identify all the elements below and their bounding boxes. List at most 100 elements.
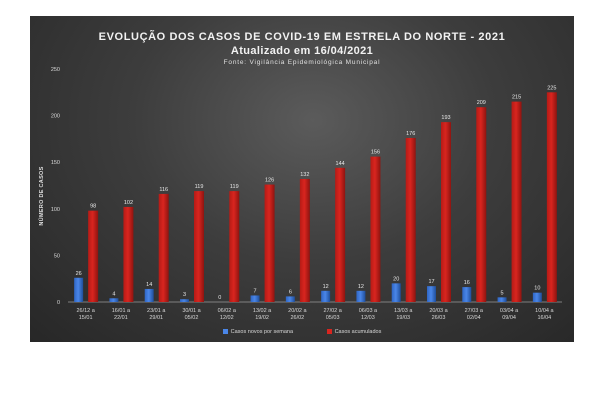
data-label-accumulated: 209 — [477, 100, 486, 106]
x-tick-label: 09/04 — [502, 315, 516, 321]
chart-source: Fonte: Vigilância Epidemiológica Municip… — [223, 59, 381, 66]
bar-accumulated — [264, 184, 275, 302]
bar-new-cases — [497, 297, 507, 302]
data-label-new-cases: 5 — [501, 290, 504, 296]
x-tick-label: 13/03 a — [394, 308, 413, 314]
bar-accumulated — [229, 191, 240, 302]
bar-new-cases — [391, 283, 401, 302]
x-tick-label: 16/04 — [537, 315, 551, 321]
bar-new-cases — [144, 288, 154, 302]
bar-new-cases — [250, 295, 260, 302]
data-label-new-cases: 26 — [76, 271, 82, 277]
x-tick-label: 10/04 a — [535, 308, 554, 314]
x-tick-label: 26/02 — [290, 315, 304, 321]
bar-accumulated — [88, 210, 99, 302]
y-tick-label: 50 — [54, 253, 60, 259]
data-label-new-cases: 0 — [218, 295, 221, 301]
bar-accumulated — [370, 156, 381, 302]
x-tick-label: 20/02 a — [288, 308, 307, 314]
bar-accumulated — [405, 137, 416, 302]
x-tick-label: 26/12 a — [76, 308, 95, 314]
data-label-accumulated: 132 — [300, 172, 309, 178]
data-label-accumulated: 126 — [265, 178, 274, 184]
data-label-accumulated: 176 — [406, 131, 415, 137]
x-tick-label: 23/01 a — [147, 308, 166, 314]
data-label-new-cases: 17 — [428, 279, 434, 285]
data-label-new-cases: 20 — [393, 276, 399, 282]
x-tick-label: 27/02 a — [323, 308, 342, 314]
x-tick-label: 29/01 — [149, 315, 163, 321]
bar-new-cases — [180, 299, 189, 302]
x-tick-label: 16/01 a — [112, 308, 131, 314]
bar-new-cases — [356, 290, 366, 302]
data-label-new-cases: 16 — [464, 280, 470, 286]
chart-panel: 0 50 100 150 200 250 26 98 26/12 a 15/01 4 102 16/01… — [30, 16, 574, 342]
x-tick-label: 26/03 — [432, 315, 446, 321]
x-tick-label: 22/01 — [114, 315, 128, 321]
y-axis-label: NÚMERO DE CASOS — [39, 166, 45, 226]
x-tick-label: 27/03 a — [465, 308, 484, 314]
y-tick-label: 100 — [51, 207, 60, 213]
data-label-accumulated: 215 — [512, 95, 521, 101]
bar-accumulated — [299, 178, 310, 302]
chart-subtitle: Atualizado em 16/04/2021 — [230, 45, 374, 57]
legend-swatch-accumulated — [326, 329, 332, 335]
x-tick-label: 13/02 a — [253, 308, 272, 314]
x-tick-label: 06/03 a — [359, 308, 378, 314]
data-label-accumulated: 119 — [195, 184, 204, 190]
x-tick-label: 05/03 — [326, 315, 340, 321]
x-tick-label: 19/03 — [396, 315, 410, 321]
x-tick-label: 19/02 — [255, 315, 269, 321]
bar-new-cases — [321, 290, 331, 302]
x-tick-label: 20/03 a — [429, 308, 448, 314]
legend-item-accumulated: Casos acumulados — [326, 329, 382, 335]
data-label-accumulated: 193 — [441, 115, 450, 121]
bar-new-cases — [427, 286, 436, 302]
data-label-new-cases: 6 — [289, 289, 292, 295]
bar-new-cases — [462, 287, 472, 302]
bar-new-cases — [532, 292, 542, 302]
chart-title: EVOLUÇÃO DOS CASOS DE COVID-19 EM ESTREL… — [98, 31, 506, 43]
bar-accumulated — [511, 101, 522, 303]
data-label-new-cases: 4 — [112, 291, 115, 297]
x-tick-label: 02/04 — [467, 315, 481, 321]
x-tick-label: 12/02 — [220, 315, 234, 321]
bar-new-cases — [285, 296, 295, 302]
x-tick-label: 06/02 a — [218, 308, 237, 314]
data-label-new-cases: 12 — [323, 284, 329, 290]
y-tick-label: 200 — [51, 114, 60, 120]
x-tick-label: 15/01 — [79, 315, 93, 321]
legend-label-new-cases: Casos novos por semana — [230, 329, 294, 335]
data-label-accumulated: 102 — [124, 200, 133, 206]
legend-label-accumulated: Casos acumulados — [334, 329, 382, 335]
y-tick-label: 250 — [51, 67, 60, 73]
y-tick-label: 150 — [51, 160, 60, 166]
legend-item-new-cases: Casos novos por semana — [222, 329, 294, 335]
bar-accumulated — [441, 122, 451, 303]
data-label-accumulated: 119 — [230, 184, 239, 190]
data-label-accumulated: 144 — [336, 161, 345, 167]
legend: Casos novos por semana Casos acumulados — [30, 329, 574, 335]
bar-accumulated — [123, 206, 134, 302]
data-label-accumulated: 116 — [159, 187, 168, 193]
data-label-new-cases: 7 — [254, 288, 257, 294]
data-label-accumulated: 156 — [371, 150, 380, 156]
bar-accumulated — [335, 167, 346, 302]
x-tick-label: 05/02 — [185, 315, 199, 321]
bar-accumulated — [194, 191, 204, 302]
bar-accumulated — [158, 193, 169, 302]
x-tick-label: 12/03 — [361, 315, 375, 321]
data-label-new-cases: 12 — [358, 284, 364, 290]
data-label-accumulated: 225 — [547, 85, 556, 91]
x-tick-label: 03/04 a — [500, 308, 519, 314]
bar-new-cases — [109, 298, 119, 302]
data-label-new-cases: 10 — [534, 286, 540, 292]
bar-new-cases — [74, 277, 84, 302]
bar-accumulated — [546, 92, 557, 302]
legend-swatch-new-cases — [222, 329, 228, 335]
bar-accumulated — [476, 107, 487, 302]
data-label-accumulated: 98 — [90, 204, 96, 210]
y-tick-label: 0 — [57, 300, 60, 306]
data-label-new-cases: 14 — [146, 282, 152, 288]
x-tick-label: 30/01 a — [182, 308, 201, 314]
